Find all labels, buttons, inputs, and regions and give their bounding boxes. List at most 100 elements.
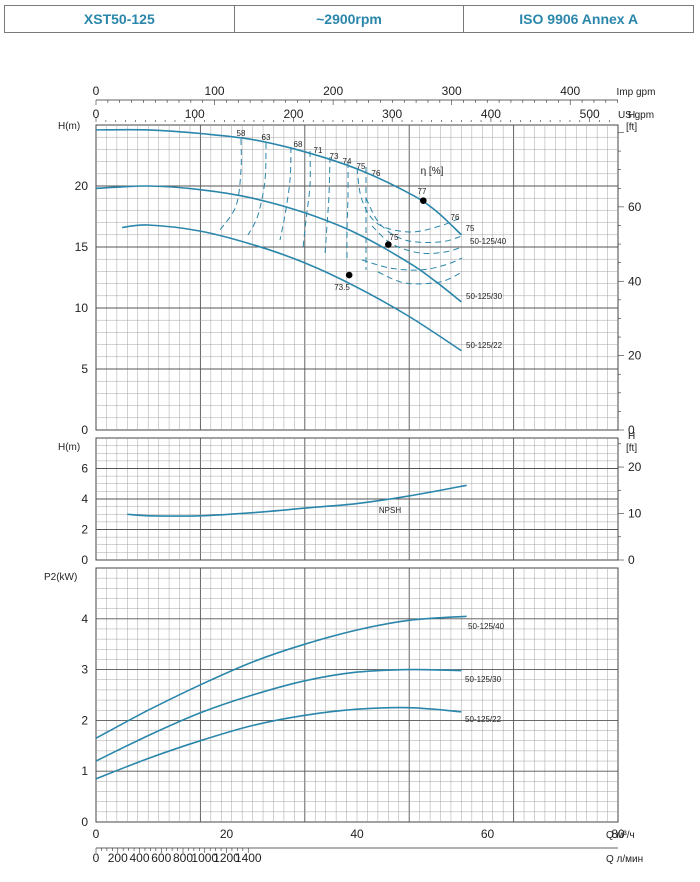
power-ytick-label: 0 (81, 815, 88, 829)
efficiency-isoline (346, 161, 349, 263)
npsh-ytick-label: 0 (81, 553, 88, 567)
head-ytick-label: 10 (75, 301, 89, 315)
power-curve (95, 706, 462, 780)
m3h-tick-label: 60 (481, 827, 495, 841)
efficiency-point (385, 241, 392, 248)
head-ytick-label: 20 (75, 179, 89, 193)
imp-gpm-tick-label: 400 (560, 84, 580, 98)
power-ylabel: P2(kW) (44, 572, 77, 583)
imp-gpm-tick-label: 100 (205, 84, 225, 98)
npsh-ft-tick-label: 10 (628, 507, 642, 521)
npsh-ylabel: H(m) (58, 442, 80, 453)
power-curve (95, 615, 467, 739)
us-gpm-tick-label: 500 (580, 107, 600, 121)
efficiency-isoline (279, 146, 292, 241)
head-ft-tick-label: 60 (628, 200, 642, 214)
power-ytick-label: 2 (81, 713, 88, 727)
efficiency-label: 75 (357, 162, 366, 171)
efficiency-point-label: 75 (390, 233, 399, 242)
efficiency-point-label: 77 (418, 187, 427, 196)
us-gpm-tick-label: 0 (93, 107, 100, 121)
efficiency-point (419, 197, 427, 204)
head-series-label: 50-125/22 (466, 341, 503, 350)
us-gpm-tick-label: 400 (481, 107, 501, 121)
efficiency-isoline (219, 138, 242, 231)
head-series-label: 50-125/40 (470, 237, 507, 246)
speed-title: ~2900rpm (233, 6, 464, 32)
efficiency-label: 68 (294, 140, 303, 149)
head-ft-tick-label: 40 (628, 274, 642, 288)
power-ytick-label: 1 (81, 764, 88, 778)
head-ft-unit: [ft] (626, 122, 637, 133)
efficiency-label: 63 (262, 133, 271, 142)
imp-gpm-tick-label: 300 (442, 84, 462, 98)
header-bar: XST50-125 ~2900rpm ISO 9906 Annex A (4, 5, 694, 33)
lmin-tick-label: 0 (93, 851, 100, 865)
m3h-tick-label: 80 (611, 827, 625, 841)
head-ytick-label: 0 (81, 423, 88, 437)
npsh-ytick-label: 4 (81, 492, 88, 506)
m3h-axis-label: Q м³/ч (606, 830, 635, 841)
efficiency-label: 73 (330, 152, 339, 161)
head-series-label: 50-125/30 (466, 292, 503, 301)
npsh-ytick-label: 2 (81, 523, 88, 537)
us-gpm-tick-label: 100 (185, 107, 205, 121)
m3h-tick-label: 40 (350, 827, 364, 841)
power-series-label: 50-125/40 (468, 622, 505, 631)
lmin-tick-label: 1000 (191, 851, 218, 865)
efficiency-isoline (247, 142, 267, 236)
imp-gpm-label: Imp gpm (617, 87, 656, 98)
lmin-tick-label: 800 (173, 851, 193, 865)
npsh-ft-unit: [ft] (626, 443, 637, 454)
us-gpm-label: US gpm (618, 110, 654, 121)
power-ytick-label: 3 (81, 663, 88, 677)
head-curve (95, 185, 462, 303)
lmin-tick-label: 400 (129, 851, 149, 865)
efficiency-label: 71 (314, 146, 323, 155)
head-curve (95, 128, 462, 236)
head-ytick-label: 5 (81, 362, 88, 376)
efficiency-label: 75 (466, 224, 475, 233)
efficiency-label: 76 (372, 169, 381, 178)
efficiency-label: 76 (451, 213, 460, 222)
efficiency-unit-label: η [%] (421, 166, 444, 177)
power-series-label: 50-125/30 (465, 675, 502, 684)
head-ft-tick-label: 0 (628, 423, 635, 437)
npsh-ft-label: H (628, 431, 635, 442)
npsh-ft-tick-label: 0 (628, 553, 635, 567)
head-ft-tick-label: 20 (628, 349, 642, 363)
standard-title: ISO 9906 Annex A (463, 6, 693, 32)
power-series-label: 50-125/22 (465, 715, 502, 724)
npsh-curve (127, 484, 467, 517)
m3h-tick-label: 20 (220, 827, 234, 841)
lmin-axis-label: Q л/мин (606, 854, 643, 865)
model-title: XST50-125 (83, 11, 155, 27)
lmin-tick-label: 600 (151, 851, 171, 865)
head-curve (122, 224, 462, 352)
head-ft-label: H (628, 110, 635, 121)
efficiency-point (345, 271, 353, 279)
efficiency-label: 74 (343, 157, 352, 166)
power-curve (95, 668, 462, 762)
lmin-tick-label: 1200 (213, 851, 240, 865)
lmin-tick-label: 1400 (235, 851, 262, 865)
efficiency-label: 58 (237, 129, 246, 138)
power-ytick-label: 4 (81, 612, 88, 626)
head-ylabel: H(m) (58, 121, 80, 132)
efficiency-isoline (377, 271, 463, 285)
efficiency-point-label: 73.5 (334, 283, 350, 292)
npsh-ytick-label: 6 (81, 462, 88, 476)
npsh-series-label: NPSH (379, 506, 401, 515)
efficiency-isoline (324, 156, 331, 256)
us-gpm-tick-label: 300 (382, 107, 402, 121)
lmin-tick-label: 200 (108, 851, 128, 865)
head-ytick-label: 15 (75, 240, 89, 254)
efficiency-isoline (302, 150, 311, 249)
m3h-tick-label: 0 (93, 827, 100, 841)
efficiency-isoline (365, 197, 463, 243)
imp-gpm-tick-label: 200 (323, 84, 343, 98)
imp-gpm-tick-label: 0 (93, 84, 100, 98)
efficiency-isoline (361, 257, 463, 271)
us-gpm-tick-label: 200 (283, 107, 303, 121)
